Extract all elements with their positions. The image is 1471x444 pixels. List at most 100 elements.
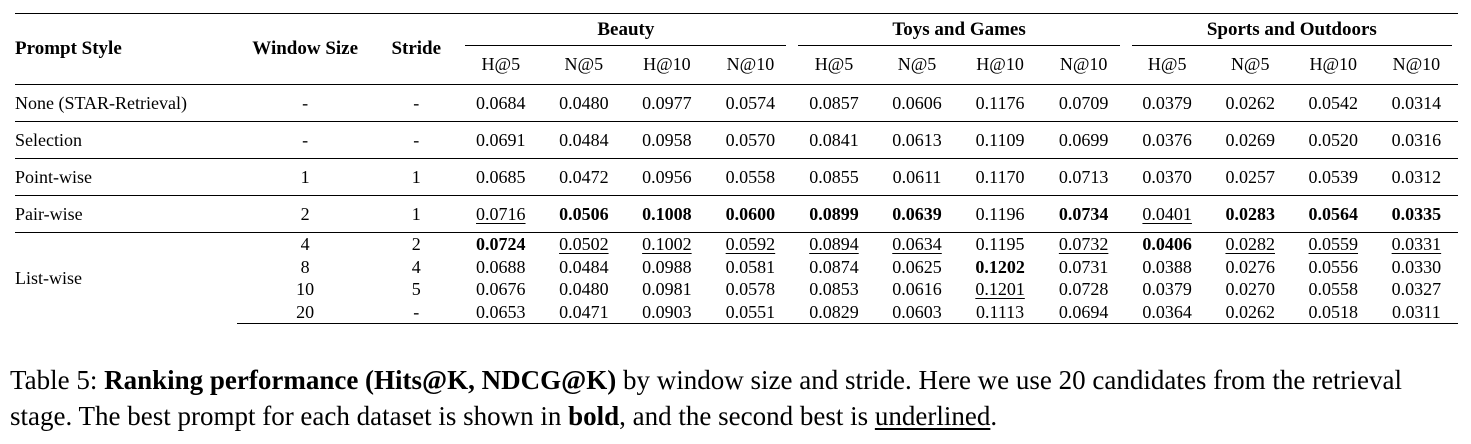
header-prompt-style: Prompt Style: [15, 13, 238, 85]
metric-value-cell: 0.0379: [1126, 278, 1209, 301]
metric-value-cell: 0.0484: [542, 121, 626, 159]
metric-value: 0.0894: [809, 234, 859, 255]
metric-value-cell: 0.0370: [1125, 158, 1209, 196]
window-size-cell: 20: [237, 300, 374, 324]
metric-value: 0.0581: [725, 256, 776, 277]
metric-value-cell: 0.0558: [1292, 278, 1375, 301]
caption-prefix: Table 5:: [10, 365, 105, 395]
metric-value: 0.0480: [559, 92, 609, 113]
metric-value: 0.1202: [975, 256, 1025, 277]
metric-value-cell: 0.0542: [1291, 84, 1375, 122]
metric-value-cell: 0.0581: [708, 256, 792, 279]
caption-text: , and the second best is: [619, 401, 875, 431]
metric-value-cell: 0.0676: [459, 278, 542, 301]
metric-value-cell: 0.0625: [876, 256, 959, 279]
metric-value: 0.0899: [809, 203, 859, 224]
caption-text: .: [990, 401, 998, 431]
table-row: Pair-wise 2 1 0.0716 0.0506 0.1008 0.0600 0.089…: [15, 195, 1458, 233]
metric-value-cell: 0.0471: [542, 300, 626, 324]
metric-value-cell: 0.1195: [958, 232, 1042, 256]
header-window-size: Window Size: [237, 13, 374, 85]
metric-value: 0.0829: [809, 301, 859, 322]
metric-value: 0.0283: [1225, 203, 1275, 224]
metric-value: 0.0262: [1225, 92, 1275, 113]
metric-value-cell: 0.0899: [792, 195, 876, 233]
metric-value-cell: 0.0853: [792, 278, 875, 301]
metric-value: 0.0613: [892, 129, 942, 150]
table-body: None (STAR-Retrieval) - -0.0684 0.0480 0.097…: [15, 84, 1458, 324]
metric-value-cell: 0.1170: [958, 158, 1042, 196]
window-size-cell: 1: [237, 158, 374, 196]
table-row: None (STAR-Retrieval) - -0.0684 0.0480 0.097…: [15, 84, 1458, 122]
metric-value-cell: 0.0376: [1125, 121, 1209, 159]
metric-value: 0.0276: [1225, 256, 1275, 277]
header-group-beauty: Beauty: [459, 13, 793, 46]
metric-value-cell: 0.1113: [958, 300, 1042, 324]
metric-value: 0.0312: [1391, 166, 1442, 187]
caption-text: by window size and stride. Here we use 2…: [10, 365, 1403, 431]
metric-value: 0.1195: [975, 234, 1025, 255]
metric-value: 0.0472: [559, 166, 609, 187]
metric-value-cell: 0.0977: [625, 84, 709, 122]
metric-value-cell: 0.0570: [708, 121, 793, 159]
metric-value-cell: 0.0709: [1041, 84, 1126, 122]
stride-cell: -: [373, 121, 460, 159]
stride-cell: 1: [373, 158, 460, 196]
metric-value-cell: 0.0694: [1041, 300, 1126, 324]
metric-value: 0.0564: [1308, 203, 1359, 224]
metric-value: 0.0716: [476, 203, 526, 224]
metric-header: N@10: [1059, 54, 1108, 74]
metric-value: 0.0257: [1225, 166, 1275, 187]
metric-value-cell: 0.0559: [1291, 232, 1375, 256]
metric-value: 0.0732: [1058, 234, 1109, 255]
metric-value: 0.0903: [642, 301, 692, 322]
prompt-style-cell: List-wise: [15, 232, 238, 324]
metric-value-cell: 0.0558: [708, 158, 793, 196]
metric-value-cell: 0.0327: [1375, 278, 1458, 301]
metric-value-cell: 0.0874: [792, 256, 875, 279]
header-stride: Stride: [373, 13, 460, 85]
metric-value: 0.0634: [892, 234, 942, 255]
metric-value-cell: 0.0639: [875, 195, 959, 233]
metric-value-cell: 0.0894: [792, 232, 876, 256]
metric-value-cell: 0.0269: [1208, 121, 1292, 159]
metric-header: N@5: [1230, 54, 1270, 74]
window-size-cell: 8: [300, 256, 310, 277]
metric-value: 0.1113: [975, 301, 1025, 322]
metric-value-cell: 0.0981: [625, 278, 708, 301]
metric-value-cell: 0.0731: [1042, 256, 1126, 279]
table-row: 8 4 0.0688 0.0484 0.0988 0.0581 0.0874 0.0625 0.…: [15, 256, 1458, 279]
metric-value-cell: 0.0379: [1125, 84, 1209, 122]
metric-value-cell: 0.0592: [708, 232, 793, 256]
metric-value: 0.0311: [1391, 301, 1441, 322]
metric-value: 0.0676: [476, 279, 526, 300]
metric-value-cell: 0.0574: [708, 84, 793, 122]
metric-value-cell: 0.0480: [542, 278, 625, 301]
metric-value: 0.0282: [1225, 234, 1275, 255]
metric-value-cell: 0.0691: [459, 121, 543, 159]
metric-value-cell: 0.0956: [625, 158, 709, 196]
window-size-cell: 10: [296, 279, 315, 300]
metric-value-cell: 0.0616: [876, 278, 959, 301]
metric-value: 0.0559: [1308, 234, 1359, 255]
metric-value: 0.0542: [1308, 92, 1359, 113]
metric-value: 0.0853: [809, 279, 859, 300]
metric-value: 0.0270: [1225, 279, 1275, 300]
metric-value: 0.0724: [476, 234, 526, 255]
metric-value-cell: 0.0539: [1291, 158, 1375, 196]
metric-value: 0.1196: [975, 203, 1025, 224]
metric-value-cell: 0.0364: [1125, 300, 1209, 324]
metric-value-cell: 0.0724: [459, 232, 543, 256]
metric-value-cell: 0.0311: [1374, 300, 1458, 324]
metric-header: N@5: [897, 54, 937, 74]
metric-value: 0.0314: [1391, 92, 1442, 113]
metric-value-cell: 0.0388: [1126, 256, 1209, 279]
metric-value: 0.0981: [642, 279, 692, 300]
metric-value-cell: 0.0732: [1041, 232, 1126, 256]
metric-value: 0.0556: [1308, 256, 1359, 277]
metric-value-cell: 0.0518: [1291, 300, 1375, 324]
metric-value-cell: 0.0653: [459, 300, 543, 324]
metric-value: 0.0401: [1142, 203, 1192, 224]
metric-value: 0.0603: [892, 301, 942, 322]
metric-value: 0.0731: [1058, 256, 1109, 277]
